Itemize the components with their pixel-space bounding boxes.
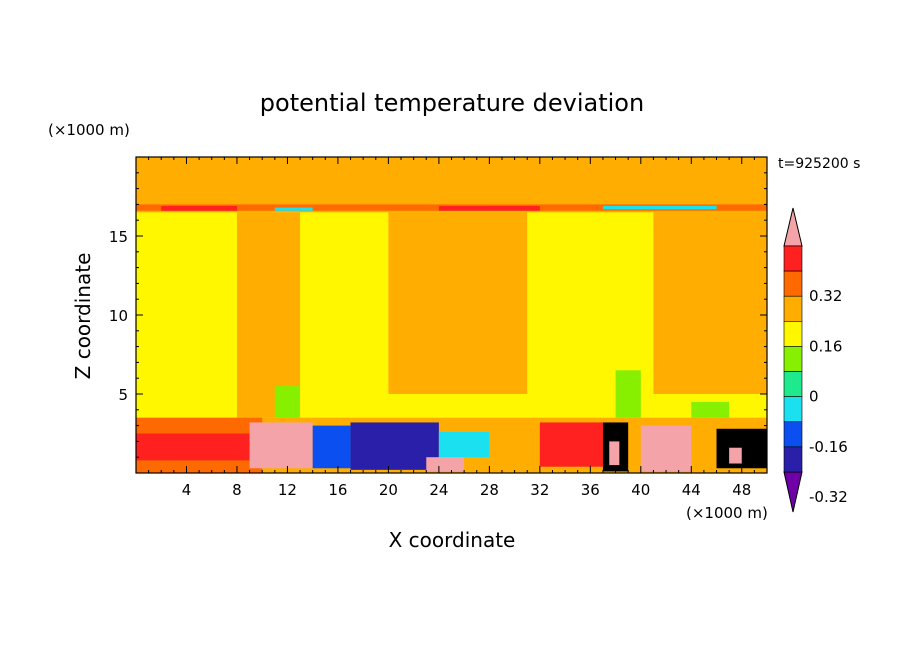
x-tick-label: 8 [232, 481, 242, 499]
contour-region [426, 457, 465, 472]
x-tick-label: 28 [480, 481, 499, 499]
colorbar: 0.32 0.16 0 -0.16 -0.32 [783, 207, 848, 513]
x-tick-label: 16 [328, 481, 347, 499]
contour-region [489, 157, 591, 202]
contour-region [249, 422, 313, 469]
contour-region [602, 205, 717, 210]
colorbar-label: 0.16 [809, 337, 842, 355]
contour-region [136, 157, 364, 202]
contour-region [438, 431, 490, 458]
colorbar-over-arrow [783, 207, 803, 247]
y-unit-label: (×1000 m) [48, 121, 130, 139]
colorbar-under-arrow [783, 471, 803, 513]
colorbar-swatch [783, 245, 803, 272]
contour-region [388, 212, 528, 394]
colorbar-swatch [783, 421, 803, 448]
colorbar-label: -0.32 [809, 488, 848, 506]
contour-regions [136, 157, 767, 473]
contour-region [438, 205, 540, 211]
x-tick-label: 44 [682, 481, 701, 499]
colorbar-swatch [783, 396, 803, 423]
x-axis-label: X coordinate [389, 528, 516, 552]
contour-region [691, 401, 730, 418]
contour-region [729, 447, 742, 464]
x-tick-label: 20 [379, 481, 398, 499]
contour-region [640, 425, 692, 472]
contour-region [287, 441, 301, 466]
x-tick-label: 24 [429, 481, 448, 499]
x-tick-label: 48 [732, 481, 751, 499]
colorbar-swatch [783, 371, 803, 397]
contour-region [236, 212, 301, 418]
contour-region [615, 370, 641, 418]
y-axis-label: Z coordinate [71, 253, 95, 380]
colorbar-label: -0.16 [809, 438, 848, 456]
contour-region [274, 386, 301, 418]
contour-region [312, 425, 351, 469]
chart-title: potential temperature deviation [260, 89, 644, 117]
colorbar-swatch [783, 446, 803, 473]
y-tick-label: 5 [118, 386, 128, 404]
colorbar-swatch [783, 321, 803, 347]
contour-region [703, 157, 767, 202]
x-tick-label: 12 [278, 481, 297, 499]
x-tick-label: 32 [530, 481, 549, 499]
x-unit-label: (×1000 m) [686, 504, 768, 522]
contour-region [274, 207, 313, 211]
time-label: t=925200 s [778, 156, 860, 172]
contour-region [161, 205, 237, 211]
x-tick-label: 36 [581, 481, 600, 499]
x-tick-label: 4 [182, 481, 192, 499]
y-axis: 5 10 15 [109, 172, 767, 458]
contour-region [350, 422, 439, 470]
colorbar-swatch [783, 295, 803, 322]
contour-region [609, 441, 620, 466]
contour-region [653, 212, 767, 394]
colorbar-label: 0 [809, 388, 819, 406]
colorbar-swatch [783, 346, 803, 372]
contour-region [539, 422, 603, 467]
x-axis: 4 8 12 16 20 24 28 32 36 40 44 48 [148, 157, 768, 499]
y-tick-label: 15 [109, 228, 128, 246]
contour-region [489, 433, 540, 472]
colorbar-swatch [783, 270, 803, 297]
y-tick-label: 10 [109, 307, 128, 325]
x-tick-label: 40 [631, 481, 650, 499]
contour-region [136, 433, 263, 461]
colorbar-label: 0.32 [809, 287, 842, 305]
